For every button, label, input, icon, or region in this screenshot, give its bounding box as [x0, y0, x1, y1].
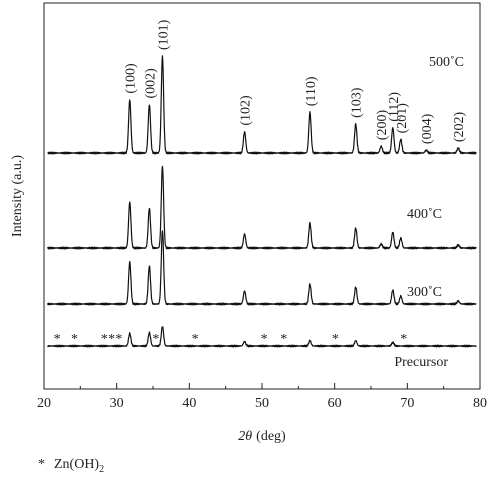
peak-label: (110)	[304, 76, 319, 106]
peak-label: (112)	[387, 92, 402, 122]
trace-label: Precursor	[394, 355, 448, 370]
xrd-trace-400C	[47, 165, 477, 250]
peak-label: (002)	[143, 68, 158, 99]
peak-label: (201)	[395, 103, 410, 134]
zn-oh2-marker: *	[115, 332, 122, 347]
trace-label: 500˚C	[429, 55, 464, 70]
x-tick-label: 20	[37, 396, 51, 411]
peak-label: (101)	[156, 19, 171, 50]
x-axis-ticks: 20 30 40 50 60 70 80	[37, 383, 487, 411]
x-tick-label: 40	[182, 396, 196, 411]
impurity-markers: * * * * * * * * * * *	[54, 332, 408, 347]
footnote-subscript: 2	[99, 464, 104, 475]
xrd-trace-500C	[47, 55, 477, 155]
x-tick-label: 80	[473, 396, 487, 411]
peak-label: (100)	[124, 63, 139, 94]
xrd-trace-300C	[47, 230, 477, 306]
x-axis-unit: (deg)	[256, 429, 286, 444]
xrd-traces	[47, 55, 477, 348]
zn-oh2-marker: *	[101, 332, 108, 347]
trace-label: 400˚C	[407, 207, 442, 222]
zn-oh2-marker: *	[280, 332, 287, 347]
zn-oh2-marker: *	[332, 332, 339, 347]
zn-oh2-marker: *	[71, 332, 78, 347]
trace-label: 300˚C	[407, 285, 442, 300]
footnote-marker: *	[38, 457, 45, 472]
xrd-trace-Precursor	[47, 326, 477, 348]
zn-oh2-marker: *	[192, 332, 199, 347]
zn-oh2-marker: *	[108, 332, 115, 347]
zn-oh2-marker: *	[261, 332, 268, 347]
footnote-text: Zn(OH)2	[54, 457, 104, 475]
x-tick-label: 30	[110, 396, 124, 411]
peak-label: (102)	[239, 95, 254, 126]
peak-labels: (100) (002) (101) (102) (110) (103) (200)(112)…	[124, 19, 467, 144]
peak-label: (200)	[375, 110, 390, 141]
zn-oh2-marker: *	[400, 332, 407, 347]
zn-oh2-marker: *	[152, 332, 159, 347]
zn-oh2-marker: *	[54, 332, 61, 347]
trace-labels: 500˚C 400˚C 300˚C Precursor	[394, 55, 464, 370]
x-axis-variable: 2θ	[238, 429, 252, 444]
x-tick-label: 70	[400, 396, 414, 411]
peak-label: (202)	[452, 111, 467, 142]
x-axis-title: 2θ (deg)	[238, 429, 286, 444]
x-tick-label: 60	[328, 396, 342, 411]
peak-label: (004)	[420, 113, 435, 144]
peak-label: (103)	[350, 87, 365, 118]
footnote-formula: Zn(OH)	[54, 457, 99, 472]
y-axis-title: Intensity (a.u.)	[10, 155, 25, 237]
x-tick-label: 50	[255, 396, 269, 411]
